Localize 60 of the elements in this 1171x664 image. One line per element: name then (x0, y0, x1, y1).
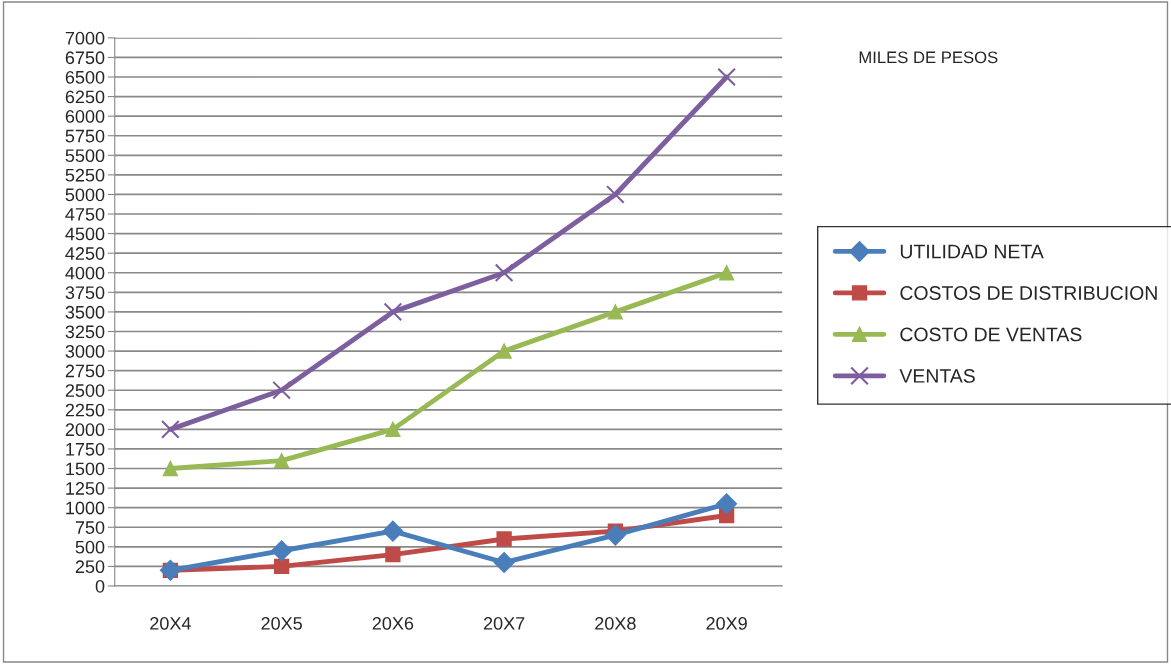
y-tick-label: 3250 (65, 325, 105, 339)
y-tick-label: 6500 (65, 70, 105, 84)
y-tick-label: 4500 (65, 227, 105, 241)
y-tick-label: 5500 (65, 149, 105, 163)
y-tick-label: 7000 (65, 31, 105, 45)
point (716, 493, 738, 515)
y-tick-label: 3000 (65, 345, 105, 358)
y-tick-label: 1000 (66, 501, 105, 515)
y-tick-label: 3750 (65, 286, 105, 300)
y-tick-label: 2250 (65, 403, 105, 417)
y-tick-label: 6250 (65, 90, 105, 104)
y-tick-label: 2500 (65, 384, 105, 397)
point (273, 453, 290, 469)
y-tick-label: 4250 (65, 247, 105, 260)
y-tick-label: 5000 (65, 188, 105, 202)
y-tick-label: 4750 (65, 207, 105, 221)
y-tick-label: 4000 (65, 266, 105, 280)
x-tick-label: 20X6 (372, 617, 414, 630)
y-tick-label: 250 (75, 560, 105, 574)
point (161, 420, 180, 439)
y-tick-label: 5750 (65, 129, 105, 143)
y-tick-label: 6750 (65, 51, 105, 65)
point (605, 185, 625, 204)
point (385, 421, 401, 438)
y-tick-label: 1250 (66, 482, 105, 495)
point (496, 343, 512, 359)
point (718, 265, 735, 281)
y-tick-label: 0 (95, 579, 105, 593)
y-tick-label: 1750 (66, 442, 105, 456)
y-tick-label: 1500 (66, 462, 105, 476)
point (272, 380, 291, 400)
point (271, 540, 293, 562)
point (604, 524, 626, 546)
legend-label: COSTO DE VENTAS (900, 327, 1082, 342)
x-tick-label: 20X4 (150, 617, 191, 630)
point (496, 531, 512, 547)
point (162, 460, 179, 477)
point (383, 302, 403, 322)
y-tick-label: 2750 (65, 364, 105, 378)
x-tick-label: 20X9 (706, 617, 747, 630)
point (382, 520, 404, 542)
y-tick-label: 2000 (65, 423, 105, 437)
x-tick-label: 20X7 (483, 617, 525, 630)
point (717, 67, 736, 87)
y-tick-label: 500 (75, 540, 105, 554)
point (607, 304, 624, 320)
point (385, 547, 401, 563)
legend-label: UTILIDAD NETA (900, 244, 1044, 259)
y-tick-label: 750 (75, 521, 105, 534)
x-tick-label: 20X5 (261, 617, 302, 630)
y-tick-label: 3500 (65, 305, 105, 319)
legend-label: COSTOS DE DISTRIBUCION (900, 286, 1157, 300)
legend-label: VENTAS (899, 369, 975, 383)
y-tick-label: 6000 (65, 110, 105, 123)
y-tick-label: 5250 (65, 168, 105, 182)
x-tick-label: 20X8 (595, 617, 636, 630)
point (493, 551, 515, 574)
point (273, 558, 290, 575)
text: MILES DE PESOS (859, 51, 998, 64)
point (494, 263, 514, 283)
